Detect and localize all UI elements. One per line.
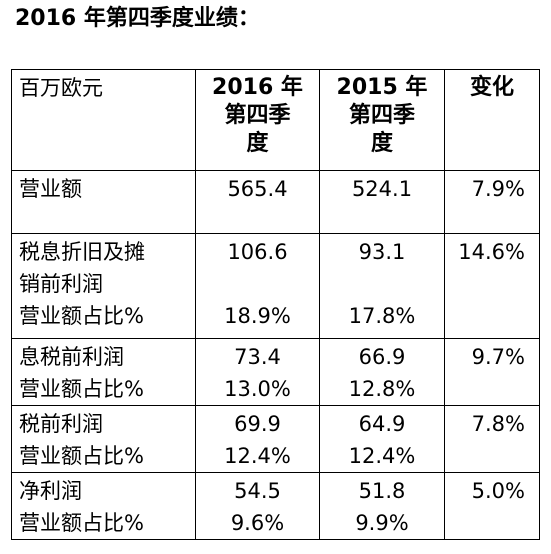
header-q4-2015: 2015 年 第四季 度	[320, 70, 444, 158]
header-q4-2016-line: 度	[246, 131, 269, 156]
value-cell-2016: 565.4	[195, 170, 320, 234]
row-label-cell: 息税前利润 营业额占比%	[11, 338, 196, 406]
value-stack-2016: 54.5 9.6%	[196, 473, 319, 539]
margin-2015: 9.9%	[355, 511, 409, 535]
table-row-net-income: 净利润 营业额占比% 54.5 9.6% 51.8 9.9% 5.0%	[11, 472, 540, 540]
margin-2015: 12.4%	[348, 444, 416, 468]
value-cell-2015: 524.1	[319, 170, 445, 234]
value-stack-2016: 106.6 18.9%	[196, 234, 319, 332]
value-stack-2015: 64.9 12.4%	[320, 406, 444, 472]
change-value: 14.6%	[458, 240, 525, 264]
margin-2016: 13.0%	[224, 377, 291, 401]
value-2016: 106.6	[227, 240, 288, 264]
change-cell: 7.8%	[444, 405, 540, 473]
margin-2016: 12.4%	[224, 444, 291, 468]
value-cell-2016: 106.6 18.9%	[195, 233, 320, 339]
change-value: 7.9%	[471, 177, 525, 201]
results-table: 百万欧元 2016 年 第四季 度 2015 年 第四季 度 变化 营业额 56…	[11, 69, 540, 540]
margin-2015: 12.8%	[348, 377, 416, 401]
value-2016: 69.9	[234, 412, 281, 436]
row-label-line: 息税前利润	[19, 345, 124, 369]
row-label: 税前利润 营业额占比%	[12, 406, 195, 472]
value-2016: 565.4	[227, 177, 288, 201]
value-stack-2015: 93.1 17.8%	[320, 234, 444, 332]
margin-label: 营业额占比%	[19, 377, 144, 401]
table-header-row: 百万欧元 2016 年 第四季 度 2015 年 第四季 度 变化	[11, 69, 540, 171]
row-label: 营业额	[19, 177, 82, 201]
table-row-ebit: 息税前利润 营业额占比% 73.4 13.0% 66.9 12.8% 9.7%	[11, 338, 540, 406]
header-q4-2016-line: 2016 年	[212, 75, 303, 100]
header-change: 变化	[469, 75, 514, 100]
header-change-cell: 变化	[444, 69, 540, 171]
row-label-line: 税前利润	[19, 412, 103, 436]
row-label-line: 净利润	[19, 479, 82, 503]
value-stack-2016: 73.4 13.0%	[196, 339, 319, 405]
header-unit-cell: 百万欧元	[11, 69, 196, 171]
change-value: 5.0%	[471, 479, 525, 503]
row-label: 净利润 营业额占比%	[12, 473, 195, 539]
value-2015: 51.8	[358, 479, 406, 503]
row-label-line: 税息折旧及摊	[19, 240, 145, 264]
value-cell-2016: 69.9 12.4%	[195, 405, 320, 473]
row-label-cell: 税息折旧及摊 销前利润 营业额占比%	[11, 233, 196, 339]
row-label-cell: 净利润 营业额占比%	[11, 472, 196, 540]
row-label-cell: 营业额	[11, 170, 196, 234]
row-label-cell: 税前利润 营业额占比%	[11, 405, 196, 473]
change-cell: 7.9%	[444, 170, 540, 234]
header-unit-label: 百万欧元	[19, 76, 103, 100]
margin-2016: 18.9%	[224, 304, 291, 328]
table-row-ebitda: 税息折旧及摊 销前利润 营业额占比% 106.6 18.9% 93.1 17.8…	[11, 233, 540, 339]
margin-label: 营业额占比%	[19, 304, 144, 328]
value-cell-2015: 93.1 17.8%	[319, 233, 445, 339]
spacer	[196, 268, 319, 300]
header-q4-2015-line: 度	[370, 131, 393, 156]
page-title: 2016 年第四季度业绩：	[15, 6, 260, 31]
table-row-ebt: 税前利润 营业额占比% 69.9 12.4% 64.9 12.4% 7.8%	[11, 405, 540, 473]
change-value: 7.8%	[471, 412, 525, 436]
margin-2015: 17.8%	[348, 304, 416, 328]
value-2015: 66.9	[358, 345, 406, 369]
header-q4-2016: 2016 年 第四季 度	[196, 70, 319, 158]
value-cell-2016: 54.5 9.6%	[195, 472, 320, 540]
value-cell-2016: 73.4 13.0%	[195, 338, 320, 406]
value-2016: 73.4	[234, 345, 281, 369]
margin-label: 营业额占比%	[19, 511, 144, 535]
value-cell-2015: 66.9 12.8%	[319, 338, 445, 406]
change-cell: 5.0%	[444, 472, 540, 540]
margin-label: 营业额占比%	[19, 444, 144, 468]
change-cell: 14.6%	[444, 233, 540, 339]
value-2015: 64.9	[358, 412, 406, 436]
spacer	[320, 268, 444, 300]
change-value: 9.7%	[471, 345, 525, 369]
margin-2016: 9.6%	[230, 511, 285, 535]
header-q4-2015-line: 2015 年	[336, 75, 428, 100]
value-2016: 54.5	[234, 479, 281, 503]
row-label: 息税前利润 营业额占比%	[12, 339, 195, 405]
value-cell-2015: 64.9 12.4%	[319, 405, 445, 473]
value-2015: 524.1	[351, 177, 413, 201]
header-q4-2016-line: 第四季	[224, 103, 291, 128]
change-cell: 9.7%	[444, 338, 540, 406]
value-stack-2016: 69.9 12.4%	[196, 406, 319, 472]
table-row-revenue: 营业额 565.4 524.1 7.9%	[11, 170, 540, 234]
value-cell-2015: 51.8 9.9%	[319, 472, 445, 540]
value-2015: 93.1	[358, 240, 406, 264]
row-label: 税息折旧及摊 销前利润 营业额占比%	[12, 234, 195, 332]
header-q4-2016-cell: 2016 年 第四季 度	[195, 69, 320, 171]
value-stack-2015: 66.9 12.8%	[320, 339, 444, 405]
value-stack-2015: 51.8 9.9%	[320, 473, 444, 539]
row-label-line: 销前利润	[19, 272, 103, 296]
header-q4-2015-line: 第四季	[348, 103, 415, 128]
header-q4-2015-cell: 2015 年 第四季 度	[319, 69, 445, 171]
